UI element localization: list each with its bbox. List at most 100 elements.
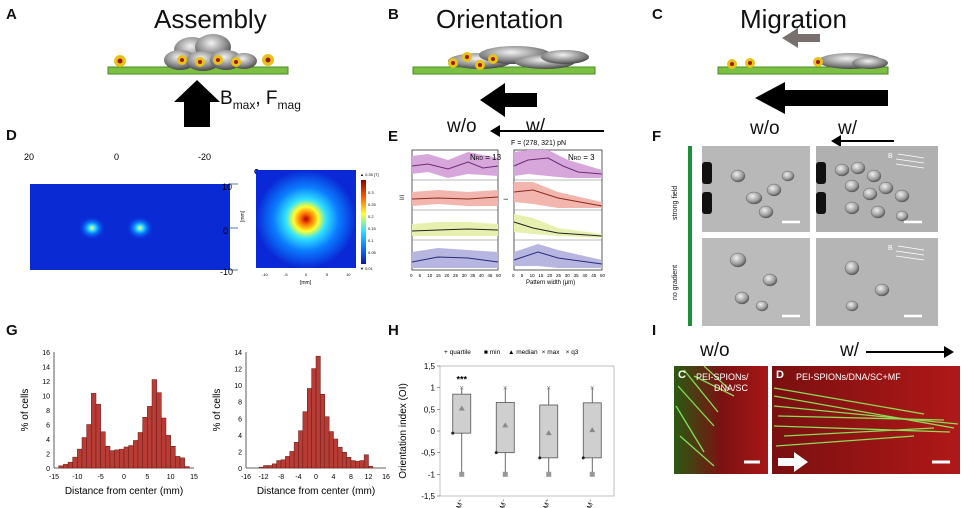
quartile-marker: [538, 456, 542, 460]
histogram-bar: [263, 465, 269, 469]
nanoparticle-icons: [448, 52, 498, 70]
orientation-profiles: F = (278, 321) pN I/I I NRD = 13 NRD = 3…: [400, 140, 606, 286]
up-arrow-icon: [174, 80, 220, 127]
x-tick-label: 16: [382, 474, 390, 481]
x-tick-label: 8: [349, 474, 353, 481]
y-tick-label: 1: [431, 384, 436, 393]
x-tick-label: -10: [72, 474, 82, 481]
y-tick-label: 16: [42, 350, 50, 357]
profile-xtick: 10: [530, 273, 536, 278]
y-tick-label: 4: [46, 437, 50, 444]
axis-top-tick: -20: [198, 152, 211, 162]
micrograph-bottom-right: [816, 238, 938, 326]
x-tick-label: 15: [190, 474, 198, 481]
histogram-bar: [293, 442, 299, 469]
f-arrow-head-icon: [831, 135, 841, 147]
quartile-marker: [494, 451, 498, 455]
category-label: f-MNP⁺M⁻: [491, 498, 509, 508]
y-tick-label: -1: [428, 470, 436, 479]
f-arrow-shaft: [838, 140, 894, 142]
y-tick-label: 10: [234, 383, 242, 390]
side-label-no-gradient: no gradient: [672, 264, 679, 300]
migrating-cells: [818, 53, 888, 69]
colorbar-tick: 0.2: [368, 214, 374, 219]
histogram-bar: [67, 461, 73, 469]
cell-cluster: [164, 34, 257, 71]
legend-entry: × max: [542, 349, 561, 356]
profile-ylabel-left: I/I: [400, 195, 406, 200]
panel-label-i: I: [652, 322, 657, 339]
w-label-i: w/: [840, 340, 859, 361]
max-marker: ×: [459, 384, 464, 393]
histogram-bar: [368, 466, 374, 469]
max-marker: ×: [503, 384, 508, 393]
y-tick-label: 1,5: [424, 362, 436, 371]
box: [452, 393, 472, 434]
x-tick-label: -12: [258, 474, 268, 481]
min-marker: [459, 471, 465, 477]
histogram-bar: [72, 456, 78, 469]
histogram-bar: [81, 437, 87, 469]
histogram-bar: [285, 456, 290, 469]
histogram-bar: [346, 456, 352, 469]
histogram-bar: [289, 451, 295, 469]
orientation-diagram: [412, 46, 596, 117]
histogram-bar: [91, 393, 97, 469]
histogram-bar: [109, 450, 115, 469]
profile-xtick: 50: [600, 273, 606, 278]
y-tick-label: 8: [46, 408, 50, 415]
quartile-marker: [581, 456, 585, 460]
histogram-bar: [267, 465, 273, 469]
histogram-bar: [137, 432, 143, 469]
histogram-bar: [315, 355, 321, 469]
y-tick-label: 2: [46, 452, 50, 459]
inset-xtick: 10: [346, 272, 351, 277]
x-tick-label: 4: [332, 474, 336, 481]
histogram-bar: [86, 424, 92, 469]
histogram-bar: [333, 438, 339, 469]
max-marker: ×: [546, 384, 551, 393]
force-label: F = (278, 321) pN: [511, 140, 566, 147]
w-label-f: w/: [838, 118, 857, 139]
profile-right: NRD = 3: [513, 149, 603, 271]
panel-label-e: E: [388, 128, 399, 145]
profile-xtick: 40: [582, 273, 588, 278]
histogram-right: 0 2 4 6 8 10 12 14 -16 -12 -8 -4 0 4 8 12 16 % of cells Di…: [212, 350, 390, 497]
side-label-strong-field: strong field: [672, 185, 679, 220]
fluorescence-images: C D PEI-SPIONs/ DNA/SC PEI-SPIONs/DNA/SC…: [674, 366, 960, 474]
micrograph-top-left: [702, 146, 810, 232]
x-tick-label: 0: [314, 474, 318, 481]
big-left-arrow-icon: [755, 82, 888, 114]
panel-label-a: A: [6, 6, 17, 23]
y-tick-label: 0: [46, 466, 50, 473]
x-tick-label: 5: [145, 474, 149, 481]
panel-label-d: D: [6, 127, 17, 144]
axis-right-tick: -10: [220, 267, 233, 277]
profile-ylabel-right: I: [504, 198, 510, 200]
histogram-bar: [100, 431, 106, 469]
small-left-arrow-icon: [782, 28, 820, 48]
profile-xtick: 35: [470, 273, 476, 278]
left-arrow-icon: [480, 83, 537, 117]
substrate-bar: [717, 66, 889, 75]
histogram-bar: [95, 403, 101, 469]
inset-xlabel: [mm]: [300, 280, 312, 286]
scale-bars: [782, 220, 922, 318]
profile-xtick: 20: [547, 273, 553, 278]
histogram-bar: [63, 464, 69, 469]
histogram-bar: [128, 445, 134, 469]
colorbar-tick: 0.3: [368, 190, 374, 195]
histogram-bar: [123, 446, 129, 469]
y-axis-label: % of cells: [212, 389, 223, 432]
histogram-left: 0 2 4 6 8 10 12 14 16 -15 -10 -5 0 5 10 15 % of cells Dis…: [20, 350, 198, 497]
category-label: f-MNP⁻M⁻: [578, 498, 596, 508]
micrograph-bottom-left: [702, 238, 810, 326]
histogram-bar: [105, 446, 111, 469]
profile-xtick: 10: [427, 273, 433, 278]
x-tick-label: 0: [122, 474, 126, 481]
e-arrow-head-icon: [490, 125, 500, 137]
wo-label-i: w/o: [700, 340, 730, 361]
sub-label-c: C: [678, 369, 686, 381]
inset-xtick: 5: [326, 272, 329, 277]
profile-xlabel: Pattern width (μm): [526, 280, 575, 286]
